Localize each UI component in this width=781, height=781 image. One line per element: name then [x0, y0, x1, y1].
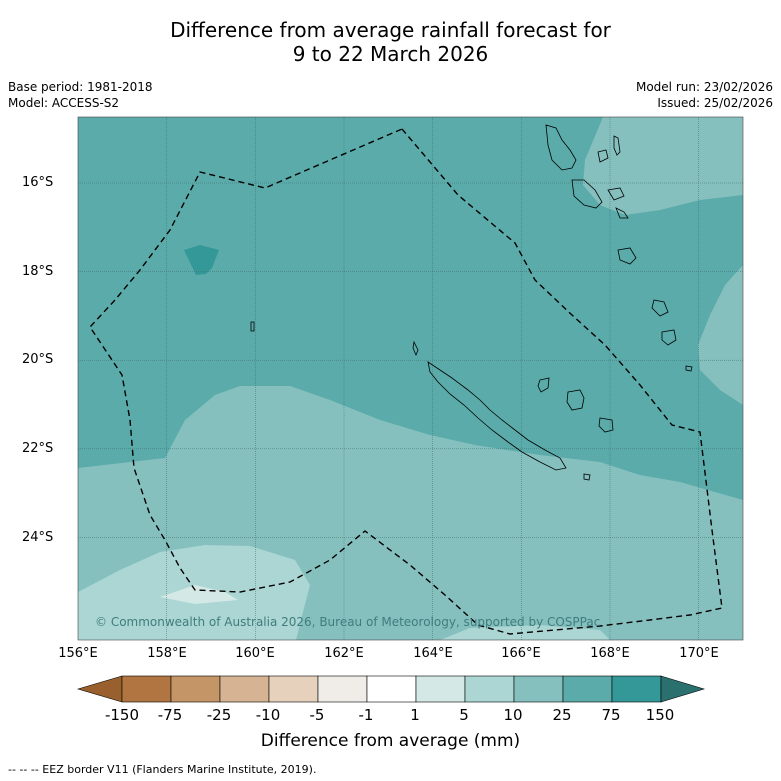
new-caledonia-coast [427, 361, 567, 471]
island [412, 340, 419, 357]
vanuatu-efate [617, 247, 637, 265]
island [250, 321, 255, 332]
island [613, 135, 621, 156]
vanuatu-erromango [651, 299, 669, 317]
colorbar-swatch [268, 675, 319, 703]
colorbar-tick: -10 [255, 706, 281, 724]
lon-label-170e: 170°E [679, 646, 719, 661]
colorbar-swatch [121, 675, 172, 703]
colorbar [76, 675, 706, 703]
model-name: Model: ACCESS-S2 [8, 96, 120, 110]
island [566, 389, 585, 411]
lat-label-20s: 20°S [22, 352, 54, 367]
island [583, 473, 591, 481]
vanuatu-malakula [571, 179, 603, 209]
lat-label-18s: 18°S [22, 264, 54, 279]
band-75-150-patch [184, 245, 219, 275]
island [597, 149, 609, 163]
lon-label-160e: 160°E [235, 646, 275, 661]
graticule [78, 117, 743, 640]
colorbar-swatch [513, 675, 564, 703]
lon-label-162e: 162°E [324, 646, 364, 661]
lon-label-158e: 158°E [147, 646, 187, 661]
model-run: Model run: 23/02/2026 [635, 80, 773, 94]
island [615, 207, 629, 219]
issued-date: Issued: 25/02/2026 [657, 96, 773, 110]
colorbar-swatch [464, 675, 515, 703]
lon-label-156e: 156°E [58, 646, 98, 661]
eez-border [89, 128, 723, 635]
colorbar-swatch [415, 675, 466, 703]
colorbar-swatch [611, 675, 662, 703]
colorbar-tick: 150 [645, 706, 675, 724]
lon-label-164e: 164°E [413, 646, 453, 661]
colorbar-swatch [219, 675, 270, 703]
title-line-1: Difference from average rainfall forecas… [170, 18, 611, 42]
colorbar-tick: 5 [459, 706, 469, 724]
map-frame [77, 116, 744, 641]
lat-label-22s: 22°S [22, 441, 54, 456]
island [598, 417, 614, 433]
colorbar-title: Difference from average (mm) [260, 731, 521, 751]
band-1-5-patch [160, 585, 238, 604]
colorbar-swatch [317, 675, 368, 703]
island [607, 187, 625, 201]
title-line-2: 9 to 22 March 2026 [292, 42, 489, 66]
lon-label-166e: 166°E [501, 646, 541, 661]
lon-label-168e: 168°E [590, 646, 630, 661]
vanuatu-tanna [661, 329, 677, 346]
colorbar-extend-high [660, 675, 706, 703]
run-info: Model run: 23/02/2026 Issued: 25/02/2026 [636, 79, 773, 111]
band-10-25-northeast [583, 117, 743, 215]
colorbar-tick: -150 [104, 706, 140, 724]
colorbar-tick: 1 [410, 706, 420, 724]
island [685, 365, 693, 372]
colorbar-tick: 10 [503, 706, 523, 724]
vanuatu-espiritu-santo [545, 124, 577, 171]
base-period: Base period: 1981-2018 [8, 80, 153, 94]
colorbar-tick: -5 [309, 706, 325, 724]
colorbar-tick: 25 [552, 706, 572, 724]
colorbar-swatch [170, 675, 221, 703]
model-info: Base period: 1981-2018 Model: ACCESS-S2 [8, 79, 153, 111]
colorbar-tick: -25 [206, 706, 232, 724]
chart-title: Difference from average rainfall forecas… [0, 18, 781, 66]
band-10-25-east [698, 265, 743, 405]
colorbar-tick: -1 [358, 706, 374, 724]
copyright-text: © Commonwealth of Australia 2026, Bureau… [95, 615, 600, 629]
rainfall-map [78, 117, 743, 640]
lat-label-16s: 16°S [22, 175, 54, 190]
colorbar-swatch [366, 675, 417, 703]
lat-label-24s: 24°S [22, 530, 54, 545]
colorbar-swatch [562, 675, 613, 703]
colorbar-tick: -75 [157, 706, 183, 724]
colorbar-extend-low [76, 675, 123, 703]
colorbar-tick: 75 [601, 706, 621, 724]
eez-legend: -- -- -- EEZ border V11 (Flanders Marine… [8, 763, 317, 776]
island [537, 377, 550, 393]
